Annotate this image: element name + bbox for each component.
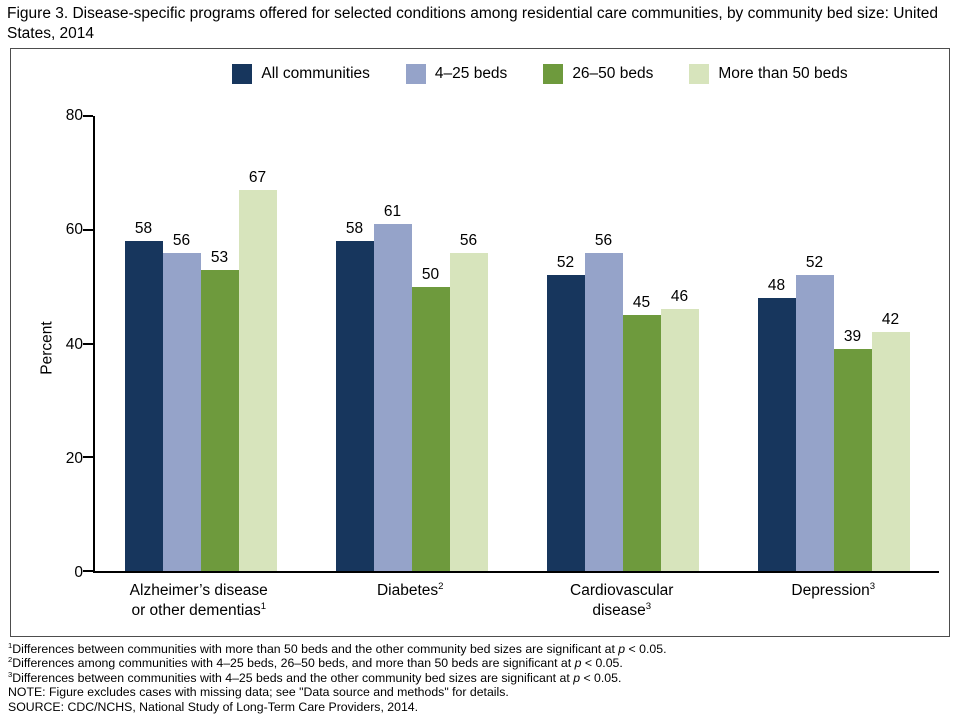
bar-rect xyxy=(584,252,623,571)
bar-value-label: 61 xyxy=(383,203,402,221)
footnote: SOURCE: CDC/NCHS, National Study of Long… xyxy=(8,699,419,714)
bar-value-label: 52 xyxy=(556,254,575,272)
bar-value-label: 53 xyxy=(210,248,229,266)
y-axis-labels: 0 20 40 60 80 xyxy=(11,107,83,581)
footnote: 2Differences among communities with 4–25… xyxy=(8,655,623,671)
bar-value-label: 67 xyxy=(248,168,267,186)
legend-item: 4–25 beds xyxy=(405,64,508,84)
bar-rect xyxy=(660,309,699,571)
bar-value-label: 56 xyxy=(172,231,191,249)
legend-label: More than 50 beds xyxy=(718,65,848,82)
bar-rect xyxy=(124,241,163,571)
bar: 58 xyxy=(335,116,374,571)
bar: 56 xyxy=(162,116,201,571)
bar: 46 xyxy=(660,116,699,571)
bar-rect xyxy=(795,275,834,571)
bar-value-label: 56 xyxy=(459,231,478,249)
bar: 39 xyxy=(833,116,872,571)
bar-group: 52 56 45 46 xyxy=(546,116,699,571)
bar-rect xyxy=(238,189,277,571)
category-label: Diabetes2 xyxy=(305,581,515,621)
y-tick-label: 60 xyxy=(65,221,83,239)
bar-value-label: 48 xyxy=(767,277,786,294)
bar-rect xyxy=(757,298,796,571)
footnotes: 1Differences between communities with mo… xyxy=(8,642,954,714)
category-label-line: Diabetes2 xyxy=(376,580,444,599)
bar-value-label: 58 xyxy=(345,220,364,238)
legend-item: 26–50 beds xyxy=(543,64,653,84)
footnote: 1Differences between communities with mo… xyxy=(8,640,667,656)
y-tick-mark xyxy=(83,456,93,459)
y-tick-mark xyxy=(83,570,93,572)
legend-swatch-icon xyxy=(405,64,426,84)
bar: 52 xyxy=(546,116,585,571)
bar: 42 xyxy=(871,116,910,571)
plot-area: 58 56 53 67 58 61 50 56 52 56 45 46 48 52 39 42 xyxy=(83,115,939,573)
y-tick-label: 40 xyxy=(65,335,83,353)
category-label-line: or other dementias1 xyxy=(131,600,267,619)
bar-value-label: 52 xyxy=(805,254,824,272)
bar-rect xyxy=(200,269,239,571)
bar-value-label: 39 xyxy=(843,328,862,346)
legend-item: All communities xyxy=(232,64,370,84)
legend-label: 4–25 beds xyxy=(434,65,508,82)
bar: 48 xyxy=(757,116,796,571)
bar-value-label: 42 xyxy=(881,311,900,329)
bar-rect xyxy=(373,224,412,571)
bar-value-label: 45 xyxy=(632,294,651,312)
chart-frame: All communities 4–25 beds 26–50 beds More t… xyxy=(10,48,950,637)
legend-swatch-icon xyxy=(689,64,710,84)
footnote: 3Differences between communities with 4–… xyxy=(8,669,622,685)
bar: 61 xyxy=(373,116,412,571)
bar-rect xyxy=(871,332,910,571)
bar-rect xyxy=(411,286,450,571)
category-label-line: Cardiovascular xyxy=(570,582,674,599)
bar-rect xyxy=(833,349,872,571)
bar: 58 xyxy=(124,116,163,571)
bar-rect xyxy=(335,241,374,571)
category-label-line: disease3 xyxy=(592,600,652,619)
y-tick-mark xyxy=(83,115,93,117)
legend-swatch-icon xyxy=(543,64,564,84)
bar: 53 xyxy=(200,116,239,571)
bar-value-label: 46 xyxy=(670,288,689,306)
y-tick-label: 80 xyxy=(65,107,83,124)
category-label: Cardiovascular disease3 xyxy=(517,581,727,621)
y-tick-label: 20 xyxy=(65,449,83,467)
bar-value-label: 56 xyxy=(594,231,613,249)
bar-rect xyxy=(162,252,201,571)
bar-rect xyxy=(622,315,661,571)
category-label: Depression3 xyxy=(728,581,938,621)
bar-group: 58 61 50 56 xyxy=(335,116,488,571)
category-label-line: Alzheimer’s disease xyxy=(129,582,268,599)
y-tick-label: 0 xyxy=(74,564,83,581)
bar: 52 xyxy=(795,116,834,571)
bar-groups: 58 56 53 67 58 61 50 56 52 56 45 46 48 52 39 42 xyxy=(95,116,939,571)
category-label: Alzheimer’s disease or other dementias1 xyxy=(94,581,304,621)
bar: 67 xyxy=(238,116,277,571)
legend-item: More than 50 beds xyxy=(689,64,848,84)
bar: 56 xyxy=(449,116,488,571)
category-label-line: Depression3 xyxy=(791,580,876,599)
legend: All communities 4–25 beds 26–50 beds More t… xyxy=(11,64,949,84)
legend-label: All communities xyxy=(261,65,370,82)
legend-swatch-icon xyxy=(232,64,253,84)
bar: 56 xyxy=(584,116,623,571)
legend-label: 26–50 beds xyxy=(572,65,654,82)
bar-rect xyxy=(546,275,585,571)
footnote: NOTE: Figure excludes cases with missing… xyxy=(8,685,509,700)
bar-value-label: 50 xyxy=(421,265,440,283)
bar: 50 xyxy=(411,116,450,571)
x-axis-labels: Alzheimer’s disease or other dementias1 Di… xyxy=(93,581,939,621)
y-tick-mark xyxy=(83,228,93,231)
bar-value-label: 58 xyxy=(134,220,153,238)
bar-group: 58 56 53 67 xyxy=(124,116,277,571)
figure-title: Figure 3. Disease-specific programs offe… xyxy=(7,5,939,43)
y-tick-mark xyxy=(83,342,93,345)
bar-group: 48 52 39 42 xyxy=(757,116,910,571)
bar: 45 xyxy=(622,116,661,571)
bar-rect xyxy=(449,252,488,571)
